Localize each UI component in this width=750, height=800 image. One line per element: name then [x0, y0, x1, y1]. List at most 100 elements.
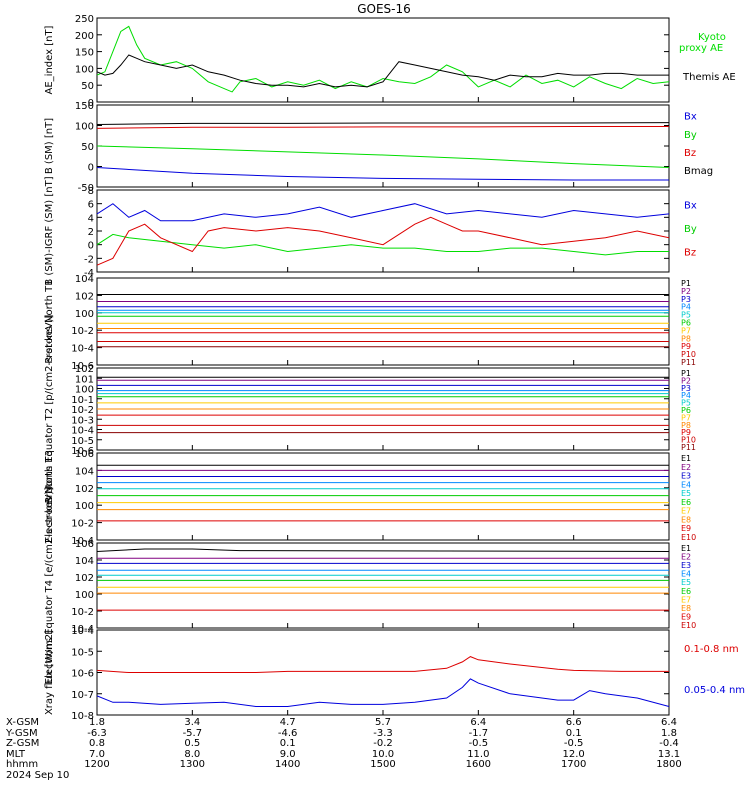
- legend-entry: By: [684, 130, 697, 141]
- y-tick-label: 0: [88, 163, 94, 174]
- legend-entry: 0.05-0.4 nm: [684, 685, 745, 696]
- y-axis-label: B (SM)-IGRF (SM) [nT]: [44, 176, 55, 285]
- y-tick-label: 200: [75, 31, 94, 42]
- legend-entry: P7: [681, 326, 691, 335]
- y-tick-label: 0: [88, 98, 94, 109]
- axis-row-label: Y-GSM: [5, 728, 38, 739]
- legend-entry: P1: [681, 369, 691, 378]
- y-tick-label: 50: [81, 142, 94, 153]
- y-tick-label: 102: [75, 364, 94, 375]
- axis-cell: -1.7: [469, 728, 489, 739]
- y-tick-label: 250: [75, 14, 94, 25]
- y-tick-label: 100: [75, 64, 94, 75]
- legend-entry: E1: [681, 544, 691, 553]
- y-tick-label: 150: [75, 48, 94, 59]
- legend-entry: P5: [681, 399, 691, 408]
- y-axis-label: Protons Equator T2 [p/(cm2-s-sr-keV)]: [44, 314, 55, 503]
- axis-cell: 4.7: [280, 717, 296, 728]
- axis-cell: 1.8: [89, 717, 105, 728]
- y-tick-label: 10-2: [71, 607, 94, 618]
- y-axis-label: Electrons North T3: [44, 450, 55, 543]
- y-tick-label: 10-1: [71, 395, 94, 406]
- legend-entry: P4: [681, 391, 691, 400]
- y-tick-label: 10-7: [71, 690, 94, 701]
- axis-cell: -5.7: [183, 728, 203, 739]
- y-axis-label: B (SM) [nT]: [44, 118, 55, 174]
- axis-cell: 1200: [84, 759, 109, 770]
- y-axis-label: AE_index [nT]: [44, 25, 55, 94]
- axis-cell: 10.0: [372, 749, 394, 760]
- axis-cell: 13.1: [658, 749, 680, 760]
- legend-entry: Themis AE: [682, 72, 736, 83]
- series-line-bz: [96, 216, 670, 266]
- legend-entry: Kyoto proxy AE: [679, 32, 726, 54]
- axis-row-label: X-GSM: [6, 717, 39, 728]
- y-tick-label: 10-5: [71, 647, 94, 658]
- axis-cell: 0.5: [184, 738, 200, 749]
- series-line-bx: [96, 203, 670, 222]
- legend-entry: E7: [681, 507, 691, 516]
- axis-cell: 0.8: [89, 738, 105, 749]
- y-axis-label: Protons North T1: [44, 279, 55, 363]
- legend-entry: P3: [681, 384, 691, 393]
- legend-entry: By: [684, 224, 697, 235]
- legend-entry: Bmag: [684, 166, 713, 177]
- legend-entry: E6: [681, 498, 691, 507]
- axis-cell: 1600: [466, 759, 491, 770]
- y-tick-label: 10-2: [71, 519, 94, 530]
- y-tick-label: -50: [78, 183, 94, 194]
- panel-frame: [96, 542, 670, 629]
- legend-entry: E3: [681, 561, 691, 570]
- y-tick-label: 102: [75, 573, 94, 584]
- y-tick-label: 10-4: [71, 536, 94, 547]
- y-tick-label: 2: [88, 227, 94, 238]
- legend-entry: P9: [681, 428, 691, 437]
- legend-entry: E5: [681, 578, 691, 587]
- legend-entry: E4: [681, 480, 691, 489]
- series-line-themis-ae: [96, 54, 669, 88]
- y-tick-label: 50: [81, 81, 94, 92]
- legend-entry: E3: [681, 472, 691, 481]
- axis-cell: 12.0: [563, 749, 585, 760]
- y-tick-label: 10-6: [71, 669, 94, 680]
- panel-frame: [96, 17, 670, 103]
- panel-frame: [96, 277, 670, 366]
- legend-entry: E1: [681, 454, 691, 463]
- axis-row-label: Z-GSM: [6, 738, 39, 749]
- series-line-0-05-0-4-nm: [96, 678, 670, 707]
- axis-cell: 1800: [656, 759, 681, 770]
- y-tick-label: 10-3: [71, 415, 94, 426]
- legend-entry: Bz: [684, 148, 696, 159]
- legend-entry: E10: [681, 621, 696, 630]
- series-line-bmag: [96, 122, 670, 125]
- legend-entry: P8: [681, 334, 691, 343]
- legend-entry: P1: [681, 279, 691, 288]
- y-tick-label: 100: [75, 385, 94, 396]
- y-tick-label: 100: [75, 590, 94, 601]
- axis-cell: 9.0: [280, 749, 296, 760]
- panel-2: -50 0 50 100 150 B (SM) [nT] Bx By Bz Bmag: [44, 101, 713, 194]
- axis-cell: 6.4: [661, 717, 677, 728]
- y-tick-label: 104: [75, 274, 94, 285]
- series-line-kyoto-proxy-ae: [96, 25, 670, 93]
- series-line-bz: [96, 126, 669, 129]
- y-axis-label: Electrons Equator T4 [e/(cm2-s-sr-keV)]: [44, 487, 55, 684]
- legend-entry: Bz: [684, 248, 696, 259]
- legend-entry: P2: [681, 376, 691, 385]
- axis-cell: 1500: [370, 759, 395, 770]
- axis-row-label: hhmm: [6, 759, 38, 770]
- panel-frame: [96, 189, 670, 273]
- legend-entry: Bx: [684, 201, 697, 212]
- axis-cell: -0.2: [373, 738, 393, 749]
- axis-cell: 6.4: [470, 717, 486, 728]
- axis-cell: -3.3: [373, 728, 393, 739]
- legend-entry: E2: [681, 553, 691, 562]
- y-tick-label: 10-5: [71, 436, 94, 447]
- y-tick-label: 4: [88, 213, 94, 224]
- series-line-0-1-0-8-nm: [96, 656, 669, 673]
- y-tick-label: 10-4: [71, 626, 94, 637]
- panel-6: 10-4 10-2 100 102 104 106 Electrons North T3 E1…: [44, 449, 696, 547]
